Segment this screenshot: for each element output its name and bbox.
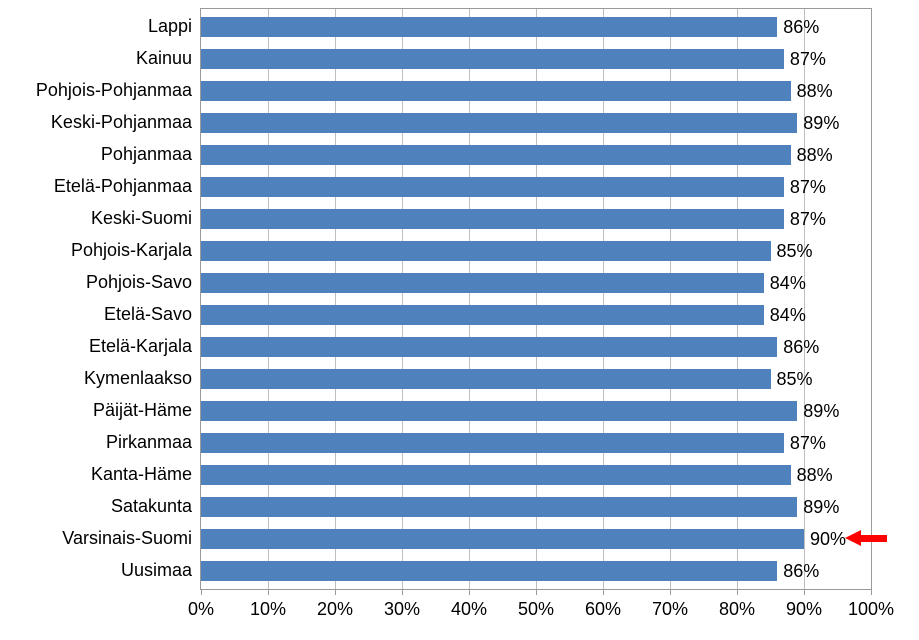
highlight-arrow-icon xyxy=(845,530,887,546)
x-tick-mark xyxy=(268,589,269,595)
category-label: Etelä-Savo xyxy=(104,304,192,324)
category-label: Kanta-Häme xyxy=(91,464,192,484)
bar-value-label: 86% xyxy=(783,561,819,581)
bar-value-label: 86% xyxy=(783,337,819,357)
category-label: Keski-Suomi xyxy=(91,208,192,228)
bar xyxy=(201,177,784,197)
bar xyxy=(201,433,784,453)
category-label: Pirkanmaa xyxy=(106,432,192,452)
bar-value-label: 88% xyxy=(797,465,833,485)
bar-value-label: 88% xyxy=(797,145,833,165)
category-label: Pohjois-Savo xyxy=(86,272,192,292)
bar xyxy=(201,113,797,133)
bar xyxy=(201,337,777,357)
bar xyxy=(201,209,784,229)
bar-value-label: 84% xyxy=(770,305,806,325)
bar-value-label: 89% xyxy=(803,113,839,133)
category-label: Kainuu xyxy=(136,48,192,68)
x-tick-mark xyxy=(603,589,604,595)
category-label: Satakunta xyxy=(111,496,192,516)
bar-value-label: 86% xyxy=(783,17,819,37)
x-tick-mark xyxy=(804,589,805,595)
bar-value-label: 87% xyxy=(790,177,826,197)
x-tick-label: 20% xyxy=(317,599,353,620)
bar xyxy=(201,81,791,101)
x-tick-mark xyxy=(670,589,671,595)
x-tick-mark xyxy=(335,589,336,595)
bar-value-label: 87% xyxy=(790,433,826,453)
x-tick-label: 50% xyxy=(518,599,554,620)
bar-value-label: 89% xyxy=(803,497,839,517)
x-tick-mark xyxy=(536,589,537,595)
category-label: Varsinais-Suomi xyxy=(62,528,192,548)
bar xyxy=(201,561,777,581)
x-tick-label: 90% xyxy=(786,599,822,620)
x-tick-label: 70% xyxy=(652,599,688,620)
bar xyxy=(201,305,764,325)
bar-value-label: 87% xyxy=(790,209,826,229)
bar-value-label: 88% xyxy=(797,81,833,101)
category-label: Lappi xyxy=(148,16,192,36)
bar-value-label: 85% xyxy=(777,241,813,261)
bar-value-label: 90% xyxy=(810,529,846,549)
category-label: Uusimaa xyxy=(121,560,192,580)
bar xyxy=(201,369,771,389)
bar xyxy=(201,241,771,261)
category-label: Pohjois-Pohjanmaa xyxy=(36,80,192,100)
x-tick-mark xyxy=(737,589,738,595)
x-tick-label: 30% xyxy=(384,599,420,620)
bar-value-label: 84% xyxy=(770,273,806,293)
bar xyxy=(201,465,791,485)
x-tick-label: 80% xyxy=(719,599,755,620)
x-tick-label: 10% xyxy=(250,599,286,620)
x-tick-mark xyxy=(402,589,403,595)
category-label: Keski-Pohjanmaa xyxy=(51,112,192,132)
x-tick-mark xyxy=(201,589,202,595)
bar xyxy=(201,401,797,421)
category-label: Etelä-Pohjanmaa xyxy=(54,176,192,196)
x-tick-mark xyxy=(871,589,872,595)
bar xyxy=(201,529,804,549)
x-tick-label: 60% xyxy=(585,599,621,620)
plot-area: 0%10%20%30%40%50%60%70%80%90%100%86%87%8… xyxy=(200,8,872,590)
bar xyxy=(201,49,784,69)
x-tick-label: 40% xyxy=(451,599,487,620)
bar-value-label: 85% xyxy=(777,369,813,389)
x-tick-mark xyxy=(469,589,470,595)
x-tick-label: 0% xyxy=(188,599,214,620)
bar xyxy=(201,273,764,293)
bar xyxy=(201,17,777,37)
bar-value-label: 89% xyxy=(803,401,839,421)
x-tick-label: 100% xyxy=(848,599,894,620)
bar-value-label: 87% xyxy=(790,49,826,69)
category-label: Pohjois-Karjala xyxy=(71,240,192,260)
category-label: Pohjanmaa xyxy=(101,144,192,164)
bar xyxy=(201,497,797,517)
category-label: Etelä-Karjala xyxy=(89,336,192,356)
category-label: Kymenlaakso xyxy=(84,368,192,388)
bar xyxy=(201,145,791,165)
category-label: Päijät-Häme xyxy=(93,400,192,420)
